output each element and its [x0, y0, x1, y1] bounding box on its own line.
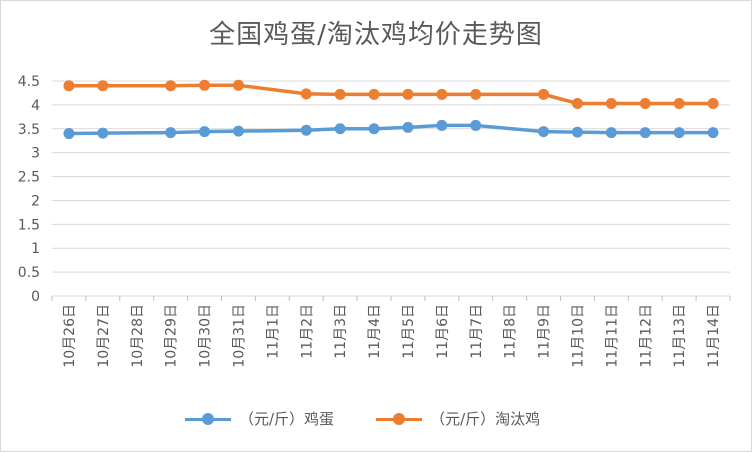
x-tick-label: 11月7日 — [469, 304, 485, 359]
y-tick-label: 1 — [31, 241, 40, 257]
y-tick-label: 0 — [31, 289, 40, 305]
x-tick-label: 11月4日 — [367, 304, 383, 359]
legend-swatch-hen — [376, 411, 423, 427]
data-point-0 — [368, 123, 380, 135]
chart-title: 全国鸡蛋/淘汰鸡均价走势图 — [209, 20, 543, 50]
x-tick-label: 10月31日 — [231, 304, 247, 368]
data-point-0 — [402, 121, 414, 133]
data-point-0 — [199, 126, 211, 138]
x-tick-label: 11月1日 — [265, 304, 281, 359]
data-point-0 — [571, 126, 583, 138]
data-point-0 — [470, 119, 482, 131]
data-point-1 — [368, 88, 380, 100]
legend-label-hen: （元/斤）淘汰鸡 — [430, 410, 541, 428]
data-point-1 — [707, 97, 719, 109]
data-point-1 — [300, 88, 312, 100]
x-tick-label: 11月11日 — [604, 304, 620, 368]
x-tick-label: 11月3日 — [333, 304, 349, 359]
data-point-1 — [639, 97, 651, 109]
data-point-0 — [639, 127, 651, 139]
data-point-1 — [538, 88, 550, 100]
legend-item-egg: （元/斤）鸡蛋 — [185, 408, 334, 429]
data-point-0 — [605, 127, 617, 139]
y-tick-label: 2.5 — [18, 170, 40, 186]
y-tick-label: 1.5 — [18, 217, 40, 233]
data-point-0 — [97, 127, 109, 139]
x-tick-label: 11月9日 — [537, 304, 553, 359]
data-point-0 — [63, 128, 75, 140]
x-tick-label: 10月29日 — [164, 304, 180, 368]
y-tick-label: 4.5 — [18, 74, 40, 90]
data-point-1 — [571, 97, 583, 109]
data-point-1 — [402, 88, 414, 100]
data-point-1 — [605, 97, 617, 109]
data-point-1 — [165, 80, 177, 92]
data-point-1 — [232, 79, 244, 91]
x-tick-label: 10月28日 — [130, 304, 146, 368]
x-tick-label: 11月5日 — [401, 304, 417, 359]
x-tick-label: 11月2日 — [299, 304, 315, 359]
data-point-1 — [63, 80, 75, 92]
data-point-1 — [470, 88, 482, 100]
data-point-0 — [673, 127, 685, 139]
data-point-1 — [673, 97, 685, 109]
data-point-1 — [199, 79, 211, 91]
x-tick-label: 11月8日 — [503, 304, 519, 359]
y-tick-label: 2 — [31, 193, 40, 209]
x-tick-label: 10月27日 — [96, 304, 112, 368]
data-point-0 — [707, 127, 719, 139]
data-point-0 — [334, 123, 346, 135]
x-tick-label: 10月26日 — [62, 304, 78, 368]
x-tick-label: 10月30日 — [198, 304, 214, 368]
data-point-0 — [165, 127, 177, 139]
data-point-1 — [436, 88, 448, 100]
x-tick-label: 11月13日 — [672, 304, 688, 368]
data-point-0 — [300, 124, 312, 136]
legend: （元/斤）鸡蛋 （元/斤）淘汰鸡 — [185, 408, 540, 429]
x-tick-label: 11月10日 — [570, 304, 586, 368]
y-tick-label: 0.5 — [18, 265, 40, 281]
y-tick-label: 3.5 — [18, 122, 40, 138]
y-tick-label: 4 — [31, 98, 40, 114]
legend-item-hen: （元/斤）淘汰鸡 — [376, 408, 540, 429]
x-tick-label: 11月12日 — [638, 304, 654, 368]
legend-swatch-egg — [185, 411, 231, 427]
data-point-0 — [538, 126, 550, 138]
y-tick-label: 3 — [31, 146, 40, 162]
data-point-0 — [232, 125, 244, 137]
data-point-0 — [436, 119, 448, 131]
legend-label-egg: （元/斤）鸡蛋 — [239, 410, 335, 428]
series-line-1 — [68, 83, 714, 106]
data-point-1 — [334, 88, 346, 100]
data-point-1 — [97, 80, 109, 92]
x-tick-label: 11月6日 — [435, 304, 451, 359]
x-tick-label: 11月14日 — [706, 304, 722, 368]
